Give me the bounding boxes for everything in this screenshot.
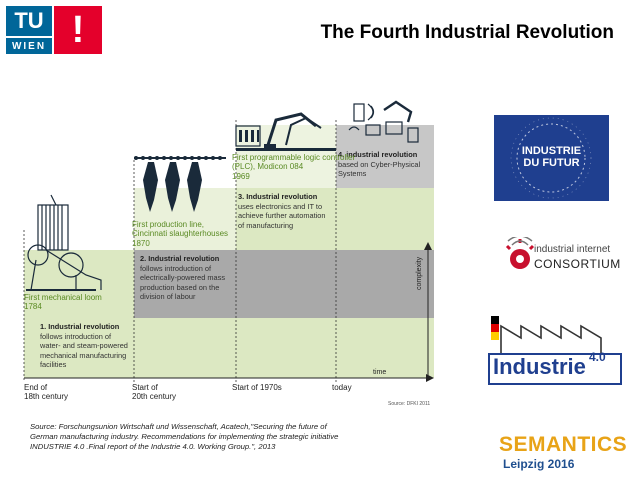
stage-3-title: 3. Industrial revolution (238, 192, 318, 201)
stage3-band (236, 188, 434, 250)
event-loom-line-2: 1784 (24, 302, 42, 312)
futur-line-2: DU FUTUR (523, 157, 580, 169)
stage-4-text: 4. industrial revolution based on Cyber-… (338, 150, 420, 179)
plc-robot-icon (235, 112, 336, 151)
i40-version: 4.0 (589, 350, 606, 364)
iic-gear-icon (505, 237, 535, 269)
stage2-band (134, 250, 434, 318)
stage2-left-fill (24, 250, 134, 318)
stage-2-line-5: division of labour (140, 292, 196, 302)
stage-1-line-5: facilities (40, 360, 67, 370)
stage-2-line-2: follows introduction of (140, 263, 212, 273)
event-plc-line-3: 1969 (232, 171, 250, 181)
timeline-label-4-line-1: today (332, 383, 352, 392)
timeline-label-2: Start of 20th century (132, 383, 176, 401)
time-axis-label: time (373, 369, 387, 376)
timeline-label-1-line-1: End of (24, 383, 48, 392)
source-citation: Source: Forschungsunion Wirtschaft und W… (30, 422, 450, 453)
stage-3-text: 3. Industrial revolution uses electronic… (238, 192, 326, 230)
source-line-1: Source: Forschungsunion Wirtschaft und W… (30, 422, 327, 431)
iic-line-1: industrial internet (534, 244, 611, 255)
futur-line-1: INDUSTRIE (521, 145, 582, 157)
diagram-credit: Source: DFKI 2011 (388, 401, 431, 407)
stage-3-line-2: uses electronics and IT to (238, 201, 323, 211)
event-plc-line-2: (PLC), Modicon 084 (232, 162, 304, 172)
industrie-du-futur-logo: INDUSTRIE DU FUTUR (494, 115, 609, 201)
stage-2-text: 2. Industrial revolution follows introdu… (140, 254, 225, 302)
timeline-label-1-line-2: 18th century (24, 392, 69, 401)
stage-1-title: 1. Industrial revolution (40, 322, 120, 331)
industrie-40-logo: Industrie 4.0 (487, 314, 623, 386)
stage-3-line-4: of manufacturing (238, 220, 294, 230)
tu-logo-mark: ! (54, 6, 102, 54)
event-production-line-3: 1870 (132, 238, 150, 248)
timeline-label-4: today (332, 383, 352, 392)
event-production-line-1: First production line, (132, 220, 205, 229)
event-plc: First programmable logic controller (PLC… (232, 153, 355, 181)
tu-wien-logo: TU WIEN ! (6, 6, 102, 54)
stage-4-title: 4. industrial revolution (338, 150, 418, 159)
futur-text: INDUSTRIE DU FUTUR (494, 145, 609, 169)
stage-3-line-3: achieve further automation (238, 211, 326, 221)
futur-ring-icon (510, 117, 592, 199)
i40-factory-icon (488, 316, 622, 385)
stage-1-line-2: follows introduction of (40, 331, 112, 341)
event-production-line: First production line, Cincinnati slaugh… (132, 220, 228, 248)
timeline-label-2-line-2: 20th century (132, 392, 177, 401)
complexity-axis-label: complexity (416, 256, 423, 290)
timeline-label-2-line-1: Start of (132, 383, 158, 392)
tu-logo-top: TU (6, 6, 52, 36)
stage-4-line-3: Systems (338, 169, 367, 179)
source-line-3: INDUSTRIE 4.0 .Final report of the Indus… (30, 442, 276, 452)
semantics-word: SEMANTICS (499, 433, 628, 456)
semantics-subtitle: Leipzig 2016 (503, 457, 575, 471)
stage-2-title: 2. Industrial revolution (140, 254, 220, 263)
timeline-label-3-line-1: Start of 1970s (232, 383, 282, 392)
stage-2-line-3: electrically-powered mass (140, 273, 226, 283)
tu-logo-bottom: WIEN (6, 38, 52, 54)
timeline-label-1: End of 18th century (24, 383, 68, 401)
cyber-physical-icon (348, 100, 419, 143)
diagram-graphics (23, 100, 434, 382)
semantics-logo: SEMANTICS Leipzig 2016 (499, 433, 627, 473)
industrial-revolution-diagram: 1. Industrial revolution follows introdu… (16, 100, 456, 410)
stage1-band (24, 318, 434, 378)
i40-word: Industrie (493, 354, 586, 379)
stage-4-line-2: based on Cyber-Physical (338, 159, 421, 169)
slide-title: The Fourth Industrial Revolution (320, 22, 614, 43)
event-production-line-2: Cincinnati slaughterhouses (132, 229, 229, 239)
industrial-internet-consortium-logo: industrial internet CONSORTIUM (494, 225, 620, 287)
iic-line-2: CONSORTIUM (534, 257, 621, 271)
source-line-2: German manufacturing industry. Recommend… (30, 432, 339, 442)
stage-1-line-4: mechanical manufacturing (40, 350, 127, 360)
complexity-arrow-icon (424, 242, 432, 250)
stage-2-line-4: production based on the (140, 282, 220, 292)
loom-icon (26, 194, 102, 291)
event-plc-line-1: First programmable logic controller (232, 153, 356, 162)
event-loom: First mechanical loom 1784 (24, 293, 102, 312)
production-line-icon (134, 156, 226, 212)
stage-1-line-3: water- and steam-powered (40, 341, 128, 351)
stage-1-text: 1. Industrial revolution follows introdu… (40, 322, 128, 370)
timeline-label-3: Start of 1970s (232, 383, 282, 392)
event-loom-line-1: First mechanical loom (24, 293, 102, 302)
